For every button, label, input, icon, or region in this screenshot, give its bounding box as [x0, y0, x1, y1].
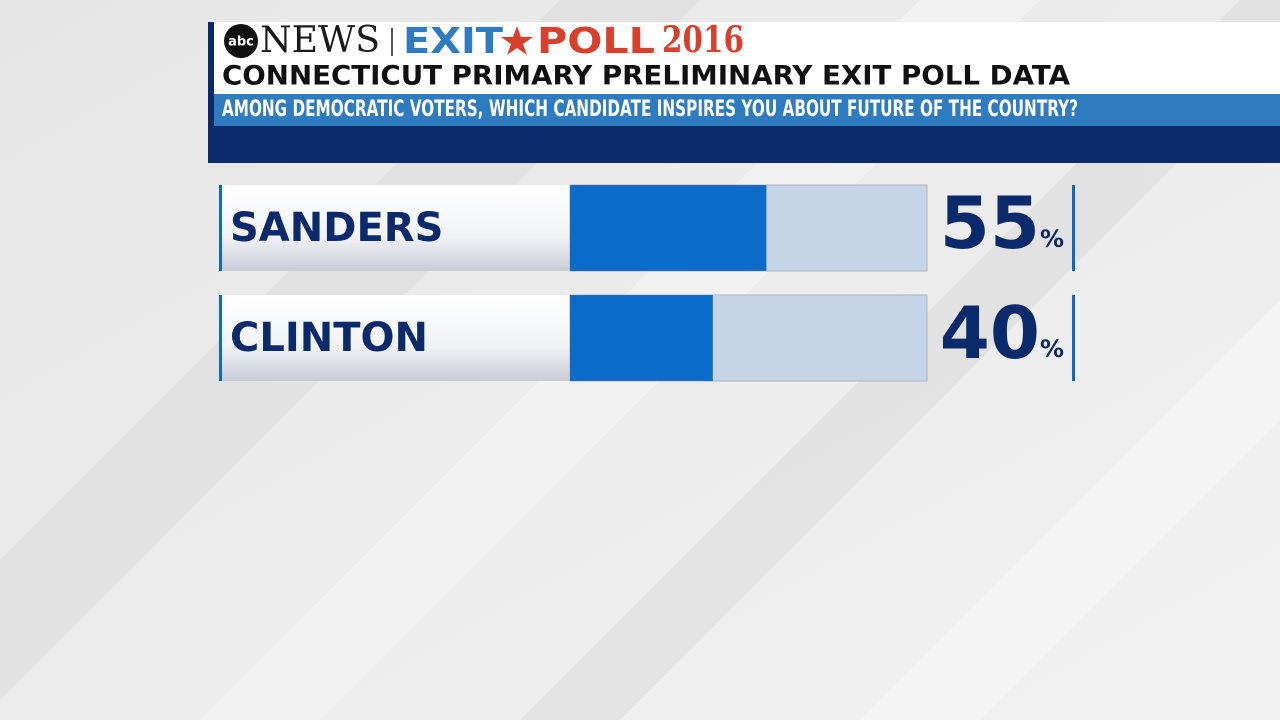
value-edge: [1072, 185, 1075, 271]
bar: [570, 185, 767, 271]
category-label: CLINTON: [230, 315, 428, 361]
label-box: [220, 295, 570, 381]
value-edge: [1072, 295, 1075, 381]
value-label: 55%: [940, 181, 1064, 265]
logo-circle: [224, 24, 258, 58]
row-edge: [219, 295, 222, 381]
header-panel: [208, 22, 1280, 94]
chart-title: CONNECTICUT PRIMARY PRELIMINARY EXIT POL…: [222, 61, 1070, 92]
bar: [570, 295, 713, 381]
star: [501, 26, 533, 55]
poll: POLL: [537, 21, 655, 62]
category-label: SANDERS: [230, 205, 443, 251]
label-box: [220, 185, 570, 271]
logo: abc: [228, 35, 254, 50]
row-edge: [219, 185, 222, 271]
header-edge: [208, 22, 214, 163]
network: NEWS: [260, 20, 380, 61]
subtitle-band: [214, 94, 1280, 126]
chart-subtitle: AMONG DEMOCRATIC VOTERS, WHICH CANDIDATE…: [222, 97, 1078, 122]
year: 2016: [662, 19, 744, 61]
navy-band: [214, 126, 1280, 163]
exit: EXIT: [403, 21, 503, 62]
value-label: 40%: [940, 291, 1064, 375]
